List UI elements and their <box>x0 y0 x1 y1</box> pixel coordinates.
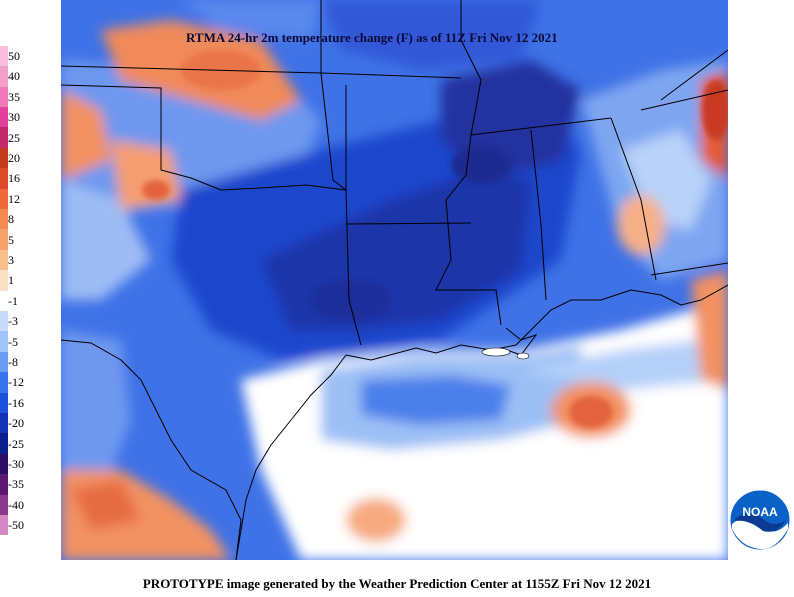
legend-swatch <box>0 127 8 148</box>
legend-label: -50 <box>8 518 24 533</box>
legend-swatch <box>0 270 8 291</box>
legend-swatch <box>0 86 8 107</box>
legend-label: 20 <box>8 151 20 165</box>
noaa-logo-text: NOAA <box>742 505 778 519</box>
legend-label: 12 <box>8 191 20 206</box>
legend-label: -20 <box>8 416 24 431</box>
legend-swatch <box>0 209 8 230</box>
legend-label: 50 <box>8 49 20 63</box>
legend-label: -8 <box>8 355 18 369</box>
legend-label: -12 <box>8 375 24 390</box>
noaa-logo: NOAA <box>729 489 791 551</box>
legend-swatch <box>0 392 8 413</box>
legend-label: 30 <box>8 110 20 125</box>
legend-swatch <box>0 331 8 352</box>
legend-swatch <box>0 433 8 454</box>
legend-swatch <box>0 494 8 515</box>
legend-label: 40 <box>8 69 20 84</box>
legend-label: 3 <box>8 253 14 267</box>
legend-label: 25 <box>8 130 20 145</box>
legend-swatch <box>0 474 8 495</box>
legend-swatch <box>0 453 8 475</box>
legend-swatch <box>0 515 8 536</box>
legend-label: -3 <box>8 314 18 329</box>
legend-swatch <box>0 351 8 373</box>
legend-label: -30 <box>8 457 24 471</box>
map-canvas <box>61 0 728 560</box>
legend-swatch <box>0 413 8 434</box>
legend-swatch <box>0 147 8 169</box>
legend-swatch <box>0 249 8 271</box>
legend-swatch <box>0 66 8 87</box>
temperature-change-map <box>61 0 728 560</box>
legend-label: 1 <box>8 273 14 288</box>
legend-label: 8 <box>8 212 14 227</box>
legend-swatch <box>0 188 8 209</box>
legend-label: 35 <box>8 89 20 104</box>
legend-label: -5 <box>8 334 18 349</box>
water-bodies <box>481 347 530 360</box>
legend-label: -40 <box>8 497 24 512</box>
legend-swatch <box>0 290 8 311</box>
legend-label: -16 <box>8 395 24 410</box>
legend-swatch <box>0 45 8 67</box>
legend-swatch <box>0 229 8 250</box>
map-title: RTMA 24-hr 2m temperature change (F) as … <box>186 30 558 45</box>
legend-swatch <box>0 107 8 128</box>
legend-swatch <box>0 311 8 332</box>
legend-label: 16 <box>8 171 20 186</box>
legend-label: -1 <box>8 293 18 308</box>
state-borders <box>61 0 728 560</box>
legend-swatch <box>0 372 8 393</box>
legend-swatch <box>0 168 8 189</box>
color-legend: 50 40 35 30 25 20 16 12 8 5 3 1 -1 -3 -5 -8 -12 -16 -20 -25… <box>0 44 60 554</box>
legend-label: -25 <box>8 436 24 451</box>
legend-label: 5 <box>8 232 14 247</box>
legend-label: -35 <box>8 477 24 492</box>
footer-caption: PROTOTYPE image generated by the Weather… <box>142 576 652 591</box>
